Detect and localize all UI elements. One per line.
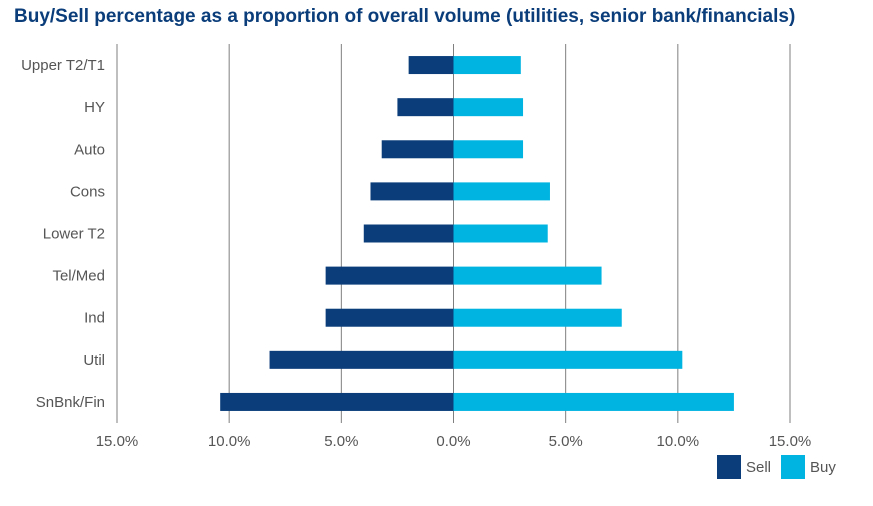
category-label: Auto — [74, 141, 105, 158]
category-label: HY — [84, 99, 105, 116]
buy-bar — [453, 224, 548, 243]
x-tick-label: 15.0% — [96, 433, 139, 450]
category-label: Upper T2/T1 — [21, 57, 105, 74]
buy-bar — [453, 308, 622, 327]
buy-bar — [453, 392, 734, 411]
sell-bar — [269, 350, 454, 369]
buy-bar — [453, 56, 521, 75]
x-tick-label: 5.0% — [324, 433, 358, 450]
category-label: Ind — [84, 310, 105, 327]
x-tick-label: 15.0% — [769, 433, 812, 450]
legend: Sell Buy — [717, 455, 836, 479]
sell-bar — [325, 308, 454, 327]
sell-bar — [381, 140, 454, 159]
buy-bar — [453, 140, 524, 159]
category-label: SnBnk/Fin — [36, 394, 105, 411]
sell-legend-label: Sell — [746, 459, 771, 476]
category-label: Lower T2 — [43, 226, 105, 243]
buy-legend-label: Buy — [810, 459, 836, 476]
category-label: Util — [83, 352, 105, 369]
x-tick-label: 10.0% — [657, 433, 700, 450]
sell-bar — [363, 224, 454, 243]
sell-bar — [325, 266, 454, 285]
sell-bar — [408, 56, 454, 75]
chart-title: Buy/Sell percentage as a proportion of o… — [14, 6, 796, 27]
buy-bar — [453, 98, 524, 117]
category-label: Cons — [70, 183, 105, 200]
sell-bar — [397, 98, 454, 117]
category-label: Tel/Med — [52, 268, 105, 285]
sell-bar — [370, 182, 454, 201]
category-labels: Upper T2/T1 HY Auto Cons Lower T2 Tel/Med Ind U… — [21, 57, 105, 411]
sell-legend-swatch — [717, 455, 741, 479]
buy-bar — [453, 182, 550, 201]
buy-bar — [453, 350, 683, 369]
x-axis-tick-labels: 15.0% 10.0% 5.0% 0.0% 5.0% 10.0% 15.0% — [96, 433, 812, 450]
bars — [220, 56, 734, 411]
buy-legend-swatch — [781, 455, 805, 479]
sell-bar — [220, 392, 454, 411]
x-tick-label: 10.0% — [208, 433, 251, 450]
x-tick-label: 5.0% — [549, 433, 583, 450]
x-tick-label: 0.0% — [436, 433, 470, 450]
buy-bar — [453, 266, 602, 285]
